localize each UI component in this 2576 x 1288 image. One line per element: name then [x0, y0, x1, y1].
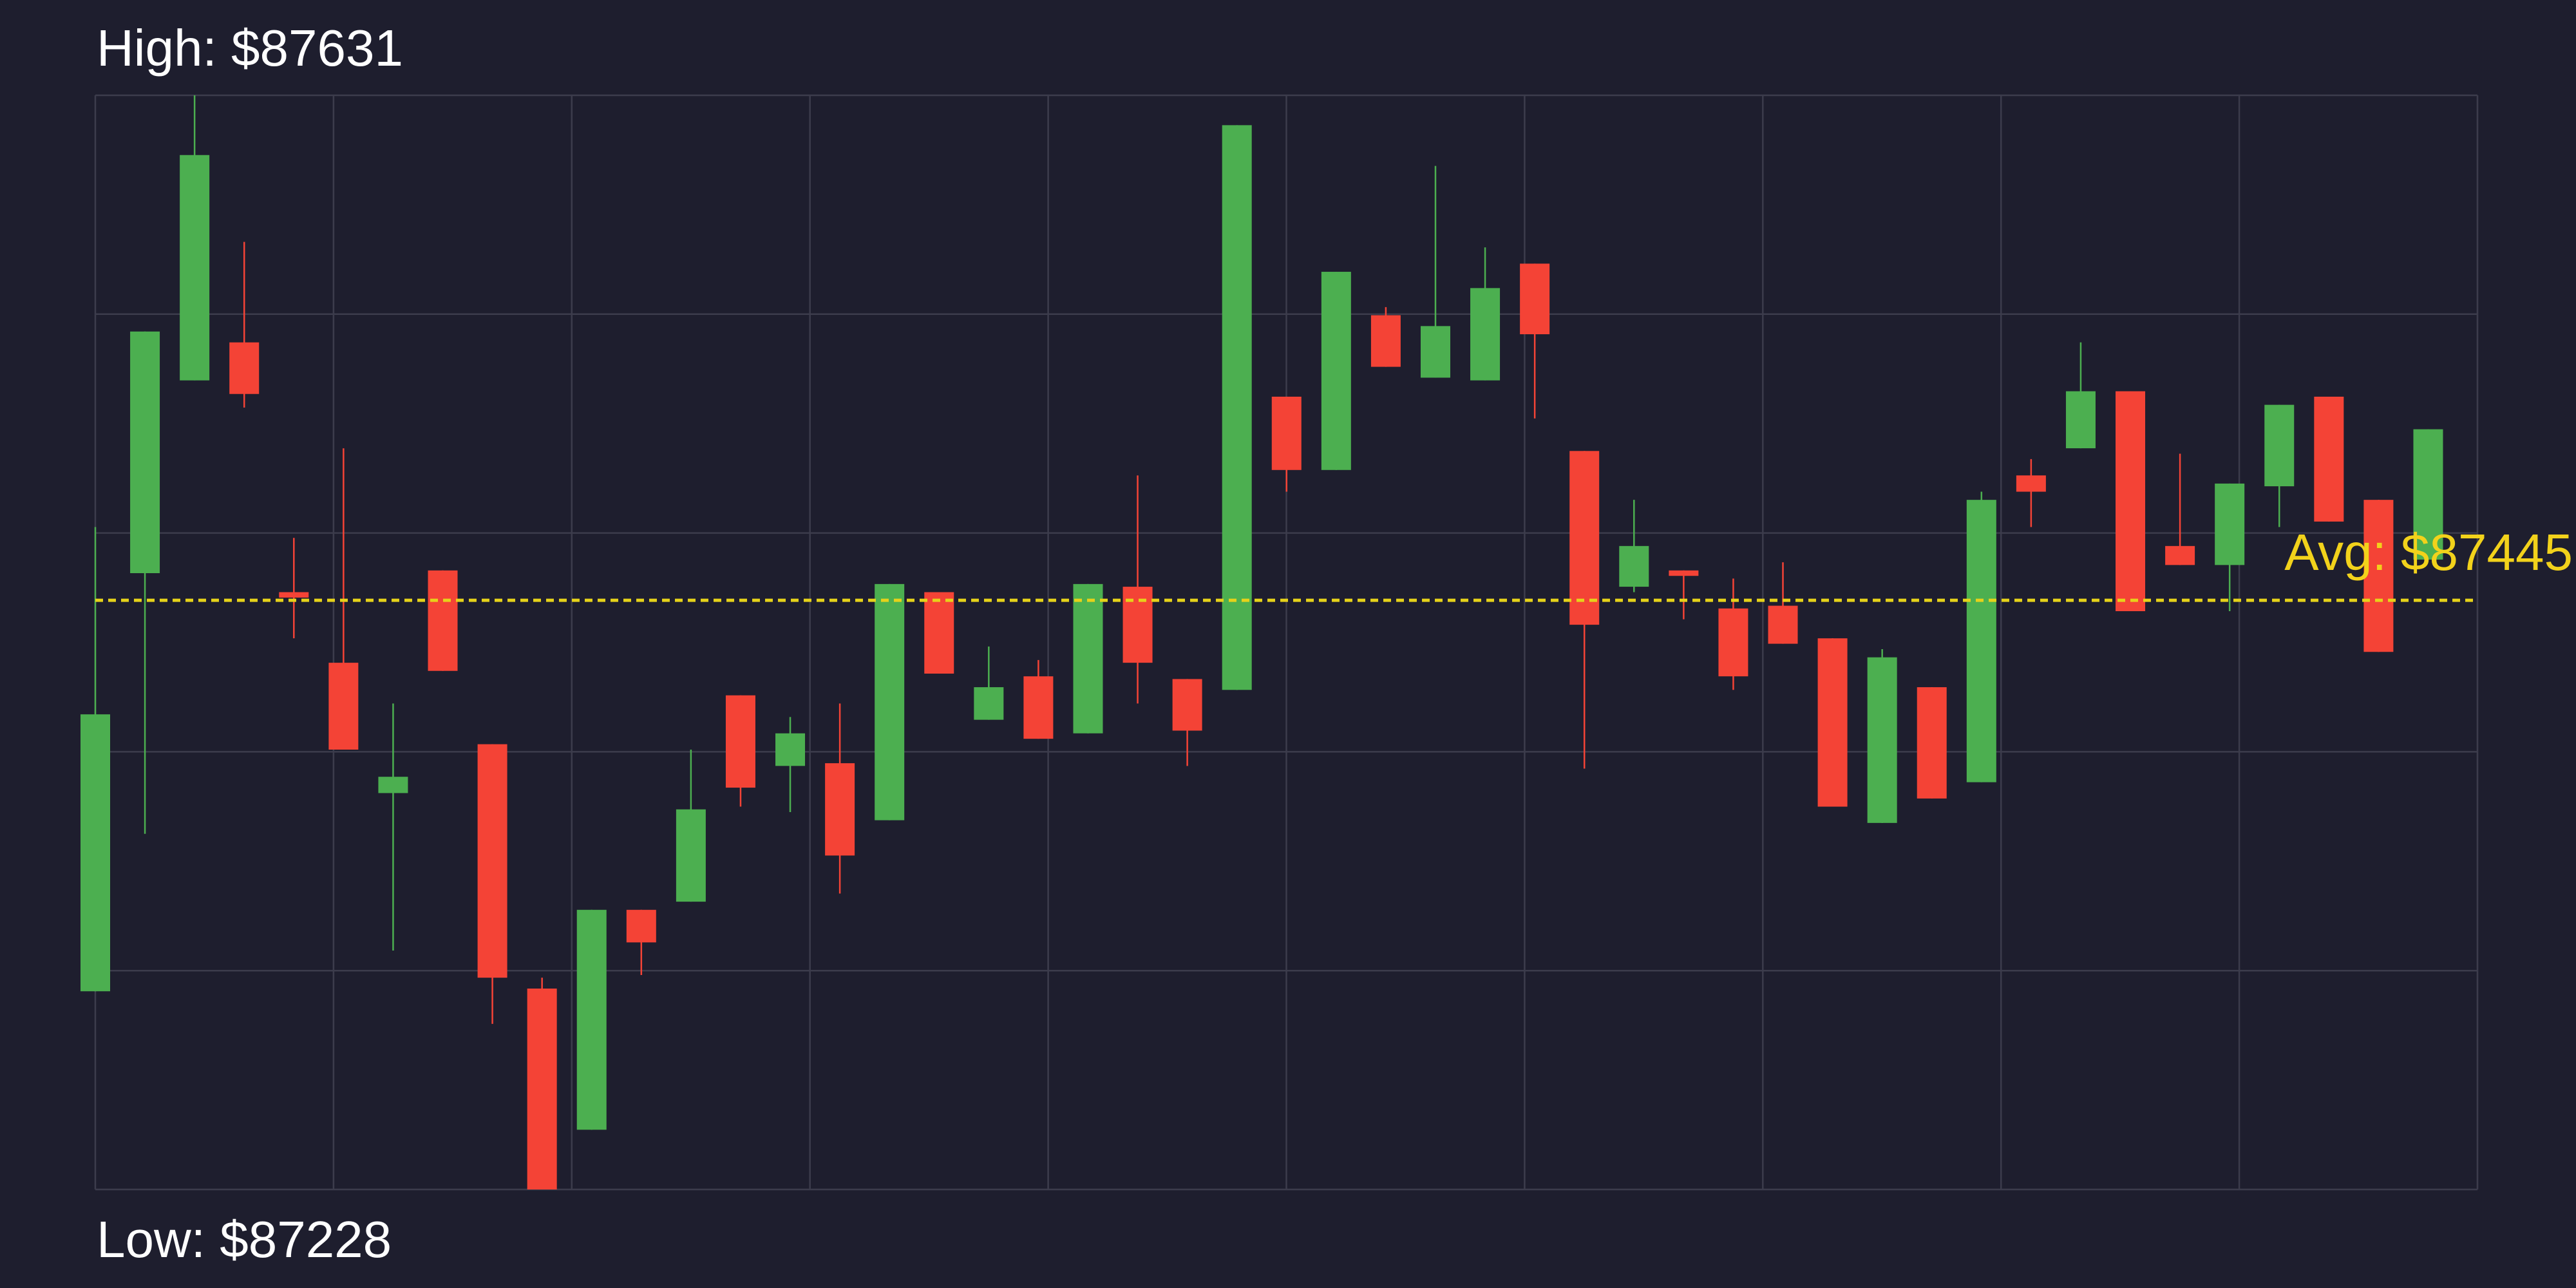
- candle-body: [626, 909, 656, 943]
- candles: [80, 95, 2443, 1189]
- candle-body: [2314, 396, 2344, 522]
- candle-body: [576, 909, 607, 1130]
- candle-body: [1222, 125, 1252, 690]
- candle-body: [725, 695, 755, 788]
- candle-body: [1122, 587, 1153, 663]
- candle-body: [1470, 288, 1501, 381]
- candle-body: [1569, 451, 1600, 625]
- candle-body: [825, 763, 855, 856]
- candle-body: [279, 592, 309, 598]
- candle-body: [1172, 679, 1202, 731]
- candle-body: [2363, 500, 2394, 652]
- candle-body: [1768, 605, 1798, 644]
- candle-body: [1321, 272, 1351, 470]
- candle-body: [2215, 483, 2245, 565]
- candle-body: [2165, 545, 2195, 565]
- candle-body: [1917, 687, 1947, 799]
- candle-body: [180, 155, 210, 381]
- candle-body: [676, 809, 706, 902]
- candle-body: [80, 714, 110, 992]
- candle-body: [2264, 404, 2295, 487]
- candle-body: [1718, 608, 1748, 677]
- candle-body: [2116, 391, 2146, 612]
- candle-body: [2413, 429, 2443, 560]
- candle-body: [1966, 500, 1996, 782]
- candle-body: [2016, 475, 2046, 492]
- average-label: Avg: $87445: [2284, 524, 2573, 581]
- candle-body: [477, 744, 507, 978]
- candle-body: [1817, 638, 1848, 807]
- candle-body: [428, 570, 458, 671]
- candle-body: [1520, 263, 1550, 334]
- candle-body: [1023, 676, 1054, 739]
- candle-body: [328, 663, 359, 750]
- candle-body: [875, 583, 905, 820]
- candle-body: [1370, 315, 1401, 367]
- low-label: Low: $87228: [97, 1211, 392, 1268]
- candle-body: [130, 331, 160, 573]
- candle-body: [1271, 396, 1302, 470]
- candle-body: [1669, 570, 1699, 576]
- high-label: High: $87631: [97, 19, 403, 77]
- candle-body: [1073, 583, 1103, 734]
- candle-body: [1867, 657, 1897, 823]
- grid: [94, 94, 2479, 1191]
- candle-body: [1619, 545, 1649, 587]
- candle-body: [974, 687, 1004, 720]
- candle-body: [924, 592, 954, 674]
- candle-body: [1420, 326, 1450, 378]
- candle-body: [775, 733, 806, 766]
- candle-body: [378, 777, 408, 793]
- candle-body: [527, 989, 557, 1189]
- candle-body: [229, 342, 260, 394]
- candle-body: [2065, 391, 2096, 449]
